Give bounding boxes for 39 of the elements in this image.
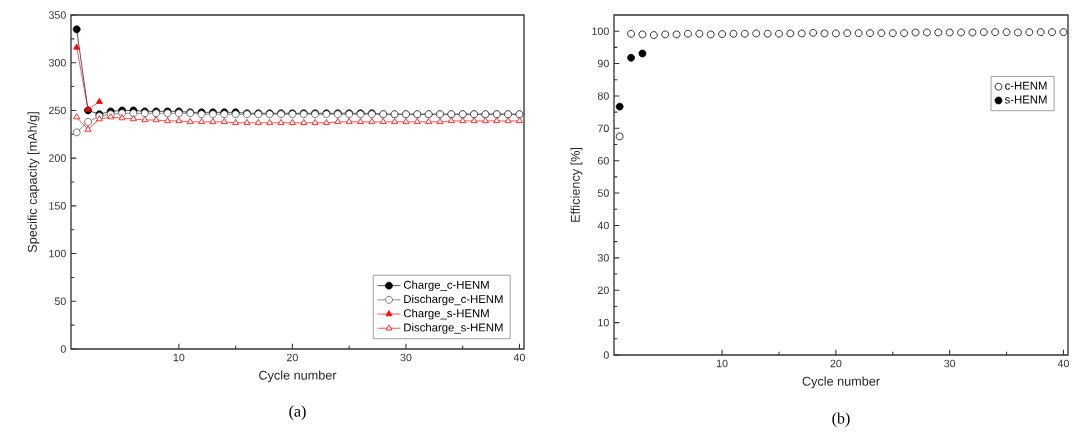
- legend-label: Charge_c-HENM: [403, 280, 489, 292]
- y-tick-label: 350: [48, 11, 66, 19]
- y-tick-label: 250: [49, 106, 66, 115]
- y-tick-label: 10: [598, 318, 609, 327]
- x-tick-label: 30: [944, 359, 956, 368]
- x-axis-title: Cycle number: [259, 370, 337, 383]
- y-tick-label: 0: [60, 345, 66, 353]
- x-tick-label: 40: [513, 353, 525, 362]
- y-tick-label: 60: [597, 156, 609, 165]
- x-tick-label: 40: [1057, 359, 1069, 368]
- y-tick-label: 20: [597, 286, 609, 294]
- y-tick-label: 300: [48, 58, 66, 67]
- y-axis-title: Specific capacity [mAh/g]: [27, 112, 40, 253]
- y-tick-label: 30: [597, 254, 609, 262]
- x-tick-label: 20: [830, 359, 842, 368]
- text: (b): [832, 412, 850, 427]
- y-tick-label: 40: [597, 221, 609, 230]
- legend-label: s-HENM: [1004, 95, 1047, 104]
- y-tick-label: 150: [49, 202, 66, 210]
- y-tick-label: 80: [597, 92, 609, 100]
- y-tick-label: 100: [49, 249, 66, 258]
- x-tick-label: 20: [287, 353, 298, 362]
- y-tick-label: 70: [597, 124, 609, 133]
- legend-label: Charge_s-HENM: [403, 308, 489, 320]
- x-tick-label: 10: [716, 359, 728, 368]
- x-tick-label: 30: [400, 353, 412, 362]
- x-tick-label: 10: [173, 353, 185, 362]
- legend-label: Discharge_s-HENM: [404, 323, 503, 334]
- legend-label: Discharge_c-HENM: [404, 294, 503, 306]
- x-axis-title: Cycle number: [802, 376, 880, 389]
- y-tick-label: 90: [597, 59, 609, 68]
- text: (a): [289, 405, 306, 420]
- y-tick-label: 50: [597, 189, 609, 197]
- y-tick-label: 50: [54, 297, 66, 306]
- y-tick-label: 100: [592, 27, 609, 35]
- y-tick-label: 200: [49, 154, 66, 162]
- y-tick-label: 0: [603, 351, 609, 359]
- y-axis-title: Efficiency [%]: [570, 148, 583, 222]
- legend-label: c-HENM: [1005, 81, 1047, 90]
